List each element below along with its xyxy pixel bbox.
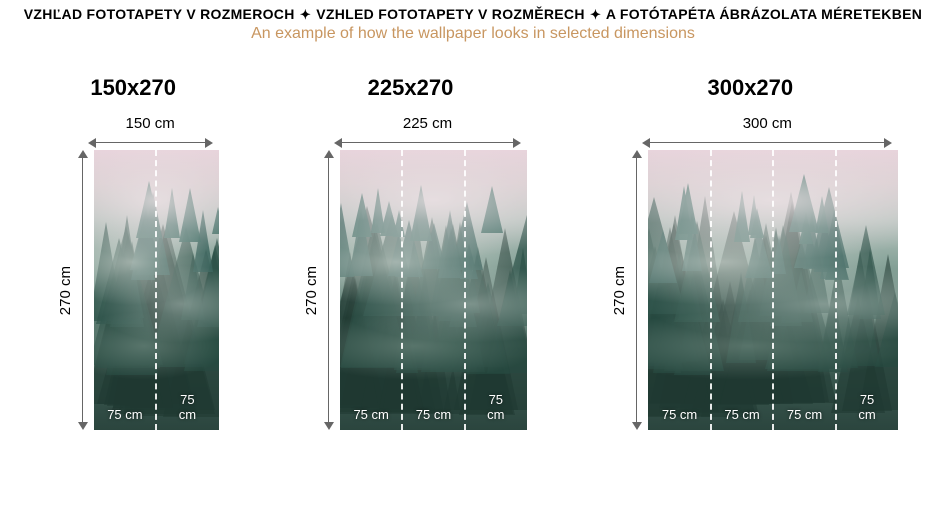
header: VZHĽAD FOTOTAPETY V ROZMEROCH ✦ VZHLED F… <box>0 0 946 45</box>
strip-width-label: 75 cm <box>107 407 142 422</box>
strip-divider <box>401 150 403 430</box>
panel-title: 300x270 <box>602 75 898 101</box>
sparkle-icon: ✦ <box>590 7 601 23</box>
diagram: 300 cm 270 cm 75 cm 75 cm 75 cm 75 cm <box>602 115 898 430</box>
size-panel: 150x270 150 cm 270 cm 75 cm 75 cm <box>48 75 219 430</box>
strip-divider <box>772 150 774 430</box>
diagram: 150 cm 270 cm 75 cm 75 cm <box>48 115 219 430</box>
wallpaper-preview: 75 cm 75 cm 75 cm 75 cm <box>648 150 898 430</box>
strip-width-label: 75 cm <box>172 392 203 422</box>
height-arrow <box>78 150 88 430</box>
wallpaper-preview: 75 cm 75 cm <box>94 150 219 430</box>
height-arrow <box>632 150 642 430</box>
height-label: 270 cm <box>303 266 320 315</box>
width-arrow <box>334 138 521 148</box>
header-text-c: A FOTÓTAPÉTA ÁBRÁZOLATA MÉRETEKBEN <box>606 6 922 22</box>
height-indicator: 270 cm <box>294 150 334 430</box>
strip-divider <box>155 150 157 430</box>
strip-divider <box>464 150 466 430</box>
strip-width-label: 75 cm <box>724 407 759 422</box>
height-label: 270 cm <box>611 266 628 315</box>
width-label: 225 cm <box>334 115 521 132</box>
width-arrow <box>642 138 892 148</box>
panels-container: 150x270 150 cm 270 cm 75 cm 75 cm 225x270 225 … <box>0 45 946 430</box>
diagram: 225 cm 270 cm 75 cm 75 cm 75 cm <box>294 115 527 430</box>
image-row: 270 cm 75 cm 75 cm 75 cm <box>294 150 527 430</box>
image-row: 270 cm 75 cm 75 cm 75 cm 75 cm <box>602 150 898 430</box>
header-text-b: VZHLED FOTOTAPETY V ROZMĚRECH <box>316 6 585 22</box>
panel-title: 225x270 <box>294 75 527 101</box>
strip-width-label: 75 cm <box>662 407 697 422</box>
width-label: 300 cm <box>642 115 892 132</box>
header-text-a: VZHĽAD FOTOTAPETY V ROZMEROCH <box>24 6 295 22</box>
height-arrow <box>324 150 334 430</box>
strip-width-label: 75 cm <box>353 407 388 422</box>
strip-width-label: 75 cm <box>480 392 511 422</box>
height-label: 270 cm <box>57 266 74 315</box>
height-indicator: 270 cm <box>602 150 642 430</box>
height-indicator: 270 cm <box>48 150 88 430</box>
strip-width-label: 75 cm <box>851 392 882 422</box>
strip-width-label: 75 cm <box>416 407 451 422</box>
strip-width-label: 75 cm <box>787 407 822 422</box>
strip-divider <box>835 150 837 430</box>
panel-title: 150x270 <box>48 75 219 101</box>
header-title-line: VZHĽAD FOTOTAPETY V ROZMEROCH ✦ VZHLED F… <box>0 6 946 23</box>
sparkle-icon: ✦ <box>300 7 311 23</box>
image-row: 270 cm 75 cm 75 cm <box>48 150 219 430</box>
width-arrow <box>88 138 213 148</box>
size-panel: 225x270 225 cm 270 cm 75 cm 75 cm 75 cm <box>294 75 527 430</box>
strip-divider <box>710 150 712 430</box>
wallpaper-preview: 75 cm 75 cm 75 cm <box>340 150 527 430</box>
header-subtitle: An example of how the wallpaper looks in… <box>0 25 946 43</box>
size-panel: 300x270 300 cm 270 cm 75 cm 75 cm 75 cm 75 cm <box>602 75 898 430</box>
width-label: 150 cm <box>88 115 213 132</box>
